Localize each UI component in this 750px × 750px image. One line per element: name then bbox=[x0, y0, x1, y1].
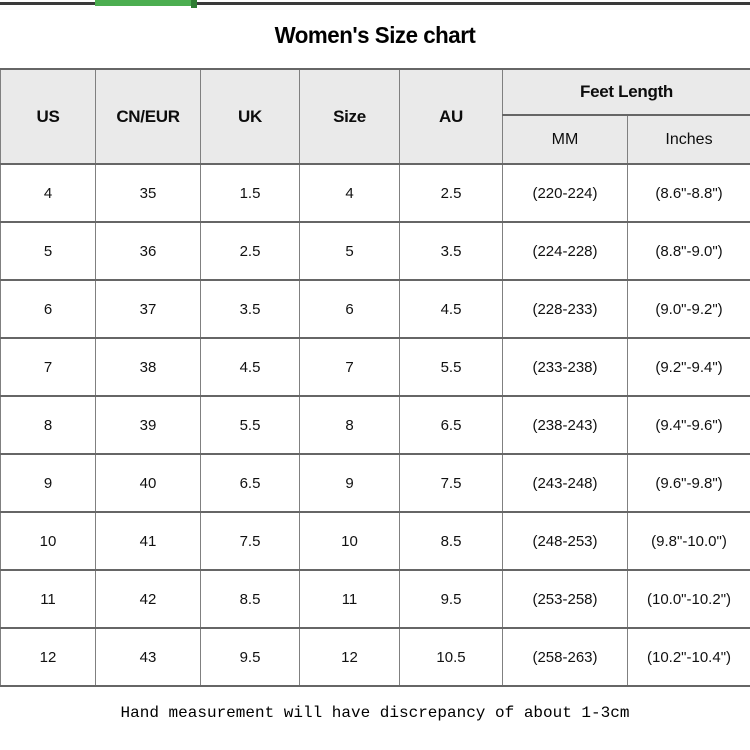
table-cell: (238-243) bbox=[502, 395, 628, 455]
table-row: 7 38 4.5 7 5.5 (233-238) (9.2"-9.4") bbox=[0, 337, 750, 397]
table-cell: 12 bbox=[299, 627, 400, 687]
column-header-cn-eur: CN/EUR bbox=[95, 68, 201, 165]
table-cell: 8 bbox=[299, 395, 400, 455]
table-cell: 7 bbox=[299, 337, 400, 397]
table-cell: (9.4"-9.6") bbox=[627, 395, 750, 455]
table-cell: (9.0"-9.2") bbox=[627, 279, 750, 339]
table-cell: 38 bbox=[95, 337, 201, 397]
column-header-uk: UK bbox=[200, 68, 300, 165]
column-header-mm: MM bbox=[502, 114, 628, 165]
table-cell: (10.2"-10.4") bbox=[627, 627, 750, 687]
column-header-au: AU bbox=[399, 68, 503, 165]
table-cell: 42 bbox=[95, 569, 201, 629]
table-cell: (9.6"-9.8") bbox=[627, 453, 750, 513]
table-cell: (9.2"-9.4") bbox=[627, 337, 750, 397]
table-cell: 43 bbox=[95, 627, 201, 687]
table-cell: (10.0"-10.2") bbox=[627, 569, 750, 629]
table-cell: 4.5 bbox=[399, 279, 503, 339]
table-row: 9 40 6.5 9 7.5 (243-248) (9.6"-9.8") bbox=[0, 453, 750, 513]
table-cell: 9 bbox=[0, 453, 96, 513]
table-cell: 8.5 bbox=[200, 569, 300, 629]
table-row: 12 43 9.5 12 10.5 (258-263) (10.2"-10.4"… bbox=[0, 627, 750, 687]
table-cell: (248-253) bbox=[502, 511, 628, 571]
table-cell: 9.5 bbox=[200, 627, 300, 687]
table-row: 5 36 2.5 5 3.5 (224-228) (8.8"-9.0") bbox=[0, 221, 750, 281]
table-cell: 6 bbox=[299, 279, 400, 339]
table-cell: 10 bbox=[299, 511, 400, 571]
table-cell: 7.5 bbox=[200, 511, 300, 571]
table-cell: 11 bbox=[299, 569, 400, 629]
table-cell: 1.5 bbox=[200, 163, 300, 223]
table-cell: 7.5 bbox=[399, 453, 503, 513]
top-divider-line bbox=[0, 2, 750, 5]
table-row: 6 37 3.5 6 4.5 (228-233) (9.0"-9.2") bbox=[0, 279, 750, 339]
table-cell: 10 bbox=[0, 511, 96, 571]
table-cell: 8.5 bbox=[399, 511, 503, 571]
table-cell: 5 bbox=[0, 221, 96, 281]
column-header-inches: Inches bbox=[627, 114, 750, 165]
table-cell: (220-224) bbox=[502, 163, 628, 223]
column-group-header-feet-length: Feet Length bbox=[502, 68, 750, 116]
page-title: Women's Size chart bbox=[274, 22, 476, 48]
table-cell: (243-248) bbox=[502, 453, 628, 513]
table-cell: 3.5 bbox=[399, 221, 503, 281]
column-header-size: Size bbox=[299, 68, 400, 165]
table-cell: 4 bbox=[299, 163, 400, 223]
table-cell: (8.8"-9.0") bbox=[627, 221, 750, 281]
table-cell: 9.5 bbox=[399, 569, 503, 629]
table-cell: 36 bbox=[95, 221, 201, 281]
table-cell: 37 bbox=[95, 279, 201, 339]
table-row: 11 42 8.5 11 9.5 (253-258) (10.0"-10.2") bbox=[0, 569, 750, 629]
table-cell: 5.5 bbox=[399, 337, 503, 397]
size-chart-table: US CN/EUR UK Size AU Feet Length MM Inch… bbox=[0, 68, 750, 687]
table-cell: 7 bbox=[0, 337, 96, 397]
table-cell: (233-238) bbox=[502, 337, 628, 397]
table-cell: 6.5 bbox=[399, 395, 503, 455]
table-cell: 35 bbox=[95, 163, 201, 223]
table-cell: 8 bbox=[0, 395, 96, 455]
table-cell: 10.5 bbox=[399, 627, 503, 687]
progress-bar-handle bbox=[191, 0, 197, 8]
table-cell: 5 bbox=[299, 221, 400, 281]
table-cell: 12 bbox=[0, 627, 96, 687]
progress-bar bbox=[95, 0, 197, 8]
table-cell: 9 bbox=[299, 453, 400, 513]
table-cell: (258-263) bbox=[502, 627, 628, 687]
table-cell: 39 bbox=[95, 395, 201, 455]
table-cell: (253-258) bbox=[502, 569, 628, 629]
table-cell: (8.6"-8.8") bbox=[627, 163, 750, 223]
table-subheader-row: MM Inches bbox=[1, 114, 750, 165]
table-cell: 3.5 bbox=[200, 279, 300, 339]
table-cell: 6.5 bbox=[200, 453, 300, 513]
table-cell: 2.5 bbox=[200, 221, 300, 281]
table-row: 8 39 5.5 8 6.5 (238-243) (9.4"-9.6") bbox=[0, 395, 750, 455]
table-cell: (224-228) bbox=[502, 221, 628, 281]
table-cell: 11 bbox=[0, 569, 96, 629]
table-row: 4 35 1.5 4 2.5 (220-224) (8.6"-8.8") bbox=[0, 163, 750, 223]
table-row: 10 41 7.5 10 8.5 (248-253) (9.8"-10.0") bbox=[0, 511, 750, 571]
column-header-us: US bbox=[0, 68, 96, 165]
measurement-note: Hand measurement will have discrepancy o… bbox=[120, 704, 630, 722]
table-cell: 40 bbox=[95, 453, 201, 513]
table-cell: 4 bbox=[0, 163, 96, 223]
table-header-row: US CN/EUR UK Size AU Feet Length bbox=[0, 68, 750, 165]
table-cell: (9.8"-10.0") bbox=[627, 511, 750, 571]
table-cell: 2.5 bbox=[399, 163, 503, 223]
table-cell: (228-233) bbox=[502, 279, 628, 339]
table-cell: 4.5 bbox=[200, 337, 300, 397]
table-cell: 5.5 bbox=[200, 395, 300, 455]
table-cell: 6 bbox=[0, 279, 96, 339]
table-cell: 41 bbox=[95, 511, 201, 571]
